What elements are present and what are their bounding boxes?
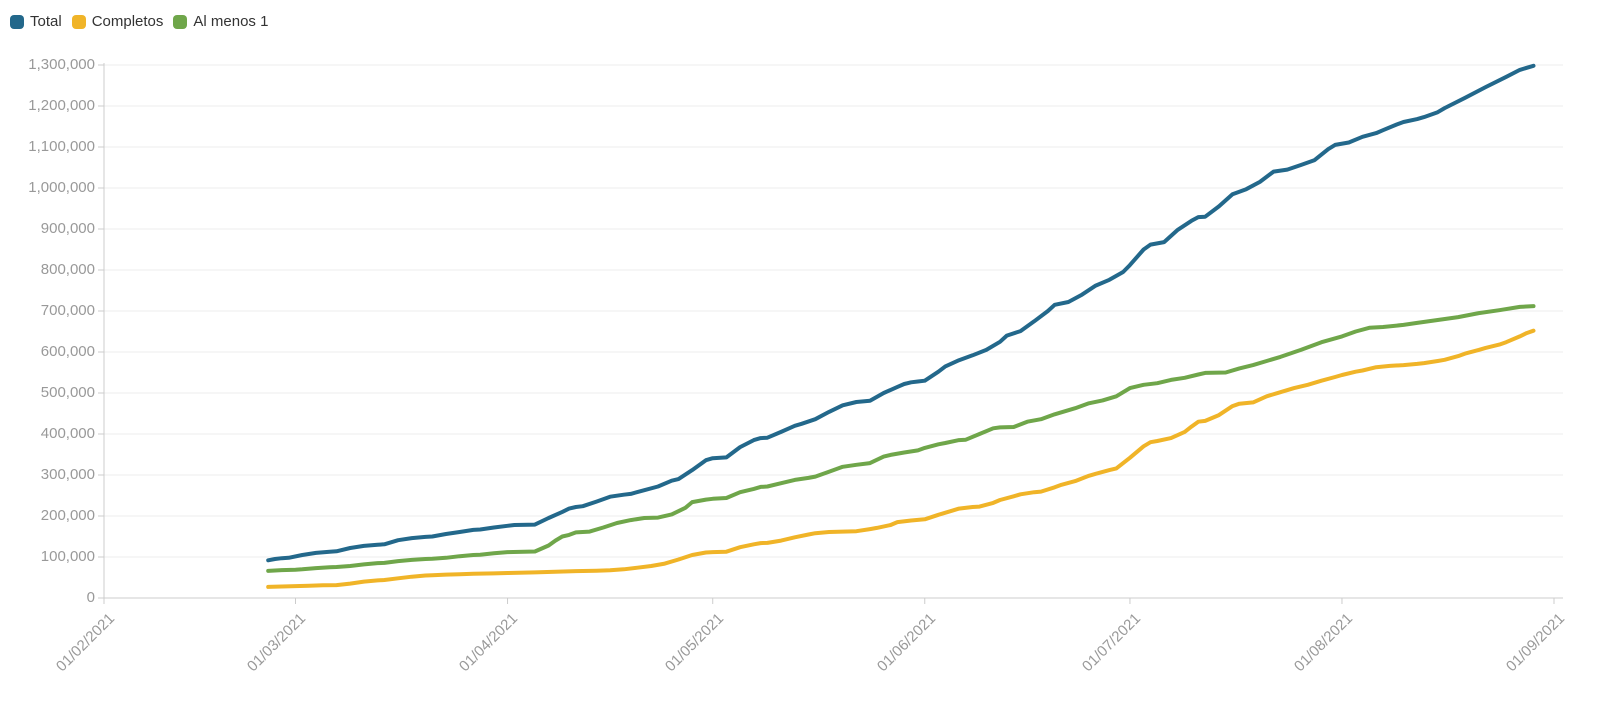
y-axis-label: 1,000,000 — [28, 179, 95, 196]
y-axis-label: 600,000 — [40, 343, 95, 360]
series-line-completos[interactable] — [266, 328, 1536, 589]
y-axis-label: 900,000 — [40, 220, 95, 237]
legend-swatch-completos — [71, 15, 86, 29]
legend-swatch-total — [10, 15, 24, 29]
y-axis-label: 200,000 — [40, 507, 95, 524]
y-axis-label: 1,300,000 — [28, 56, 95, 73]
y-axis-label: 400,000 — [40, 425, 95, 442]
y-axis-label: 800,000 — [40, 261, 95, 278]
y-axis-label: 100,000 — [40, 548, 95, 565]
y-axis-label: 1,100,000 — [28, 138, 95, 155]
legend-label-total: Total — [30, 13, 62, 30]
legend-label-al-menos-1: Al menos 1 — [193, 13, 269, 30]
legend: Total Completos Al menos 1 — [10, 12, 268, 32]
y-axis-label: 500,000 — [40, 384, 95, 401]
legend-label-completos: Completos — [91, 13, 164, 30]
legend-swatch-al-menos-1 — [173, 15, 188, 29]
y-axis-label: 1,200,000 — [28, 97, 95, 114]
legend-item-total[interactable]: Total — [10, 12, 62, 32]
series-line-al-menos-1[interactable] — [266, 304, 1536, 573]
y-axis-label: 300,000 — [40, 466, 95, 483]
legend-item-al-menos-1[interactable]: Al menos 1 — [173, 12, 268, 32]
y-axis-label: 700,000 — [40, 302, 95, 319]
y-axis-label: 0 — [86, 589, 95, 606]
legend-item-completos[interactable]: Completos — [71, 12, 164, 32]
series-line-total[interactable] — [266, 63, 1536, 563]
